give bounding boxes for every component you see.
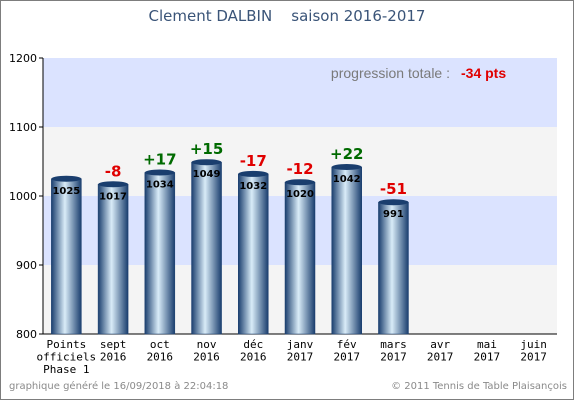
bar (51, 178, 82, 335)
y-tick-label: 900 (16, 259, 37, 272)
bar (238, 173, 269, 335)
x-tick-label-line: 2016 (100, 351, 127, 364)
grid-band (43, 58, 557, 127)
x-tick-label: mars 2017 (380, 338, 407, 364)
x-tick-label-line: sept (100, 338, 127, 351)
bar-value-label: 1034 (146, 180, 174, 191)
x-tick-label-line: janv (287, 338, 314, 351)
copyright-notice: © 2011 Tennis de Table Plaisançois (391, 381, 567, 392)
bar-cap (285, 179, 315, 186)
x-tick-label: fév 2017 (333, 338, 360, 364)
x-tick-label: oct 2016 (147, 338, 174, 364)
bar-cap (191, 159, 222, 166)
y-tick-label: 1200 (9, 52, 37, 65)
y-tick-label: 1000 (9, 190, 37, 203)
x-tick-label: déc 2016 (240, 338, 267, 364)
x-tick-label-line: 2016 (240, 351, 267, 364)
progression-label: progression totale : (331, 65, 450, 81)
bar-value-label: 1049 (193, 169, 221, 180)
x-tick-label-line: 2017 (520, 351, 547, 364)
bar-cap (238, 170, 269, 177)
change-label: -51 (380, 180, 407, 198)
x-tick-label-line: Points (46, 338, 86, 351)
change-label: +22 (330, 145, 363, 163)
bar-cap (98, 181, 129, 188)
bar-value-label: 1042 (333, 174, 361, 185)
x-tick-label-line: 2017 (333, 351, 360, 364)
progression-value: -34 pts (461, 65, 506, 81)
chart-title: Clement DALBIN saison 2016-2017 (148, 7, 426, 25)
x-tick-label-line: officiels (37, 351, 97, 364)
x-tick-label-line: mars (380, 338, 407, 351)
x-tick-label-line: mai (477, 338, 497, 351)
generated-timestamp: graphique généré le 16/09/2018 à 22:04:1… (9, 381, 229, 392)
y-tick-label: 800 (16, 328, 37, 341)
x-tick-label: janv 2017 (287, 338, 314, 364)
x-tick-label: Points officiels Phase 1 (37, 338, 97, 376)
x-tick-label-line: 2016 (193, 351, 220, 364)
bar-cap (378, 199, 409, 206)
x-tick-label-line: nov (197, 338, 217, 351)
bar (191, 161, 222, 335)
bar-value-label: 1017 (99, 191, 127, 202)
x-tick-label: nov 2016 (193, 338, 220, 364)
bar-value-label: 1020 (286, 189, 314, 200)
change-label: +15 (190, 140, 223, 158)
bar-cap (331, 164, 362, 171)
x-tick-label: juin 2017 (520, 338, 547, 364)
change-label: +17 (143, 151, 176, 169)
x-tick-label-line: avr (430, 338, 450, 351)
x-tick-label-line: 2017 (380, 351, 407, 364)
x-tick-label: avr 2017 (427, 338, 454, 364)
x-tick-label-line: oct (150, 338, 170, 351)
x-tick-label-line: 2017 (427, 351, 454, 364)
bar-value-label: 991 (383, 209, 404, 220)
x-tick-label-line: fév (337, 338, 357, 351)
x-tick-label-line: Phase 1 (43, 363, 89, 376)
bar (284, 181, 316, 335)
change-label: -17 (240, 152, 267, 170)
bar-cap (144, 169, 175, 176)
y-tick-label: 1100 (9, 121, 37, 134)
bar (144, 172, 176, 335)
x-tick-label-line: 2016 (147, 351, 174, 364)
bar-value-label: 1025 (52, 186, 80, 197)
change-label: -8 (105, 162, 122, 180)
bar-value-label: 1032 (239, 181, 267, 192)
x-tick-label: sept 2016 (100, 338, 127, 364)
bar (331, 166, 362, 335)
x-tick-label-line: 2017 (287, 351, 314, 364)
x-tick-label-line: déc (243, 338, 263, 351)
x-tick-label: mai 2017 (474, 338, 501, 364)
bar-cap (51, 175, 82, 182)
bar (378, 201, 409, 335)
x-tick-label-line: 2017 (474, 351, 501, 364)
x-tick-label-line: juin (520, 338, 547, 351)
change-label: -12 (286, 160, 313, 178)
bar (97, 184, 129, 335)
